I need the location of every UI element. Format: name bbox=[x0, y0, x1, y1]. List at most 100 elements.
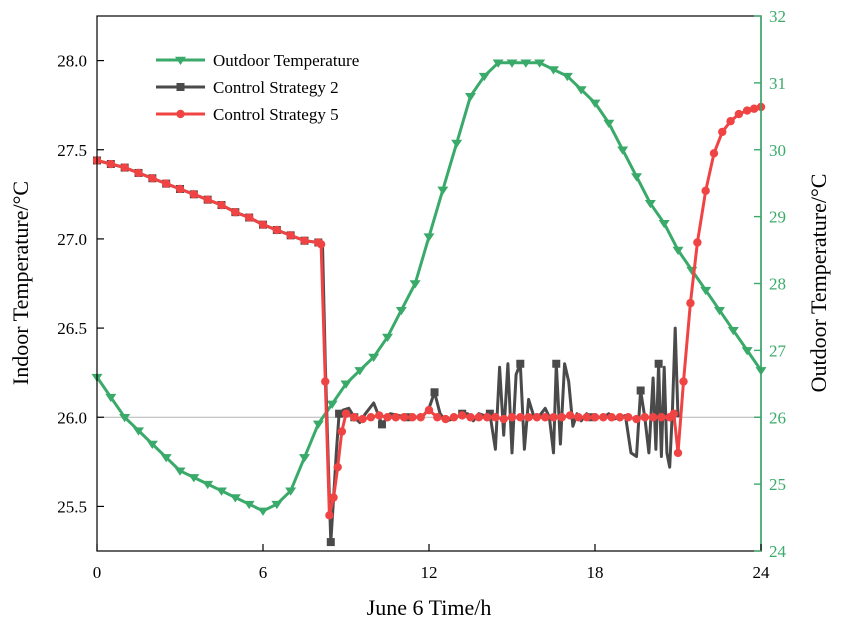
data-point bbox=[727, 327, 739, 336]
data-point bbox=[335, 409, 344, 418]
data-point bbox=[395, 306, 407, 316]
data-point bbox=[726, 117, 735, 126]
data-point bbox=[399, 413, 409, 422]
data-point bbox=[648, 413, 658, 422]
data-point bbox=[718, 127, 727, 137]
data-point bbox=[644, 199, 656, 209]
data-point bbox=[175, 184, 185, 194]
data-point bbox=[203, 195, 212, 204]
data-point bbox=[603, 119, 615, 128]
right-y-tick-label: 26 bbox=[769, 408, 786, 427]
legend-label: Outdoor Temperature bbox=[213, 51, 359, 70]
data-point bbox=[300, 236, 309, 245]
data-point bbox=[524, 413, 533, 422]
left-y-tick-label: 27.5 bbox=[57, 141, 87, 160]
data-point bbox=[561, 72, 573, 82]
left-y-tick-label: 27.0 bbox=[57, 230, 87, 249]
right-y-tick-label: 28 bbox=[769, 275, 786, 294]
legend-swatch-marker bbox=[176, 109, 185, 119]
data-point bbox=[589, 99, 601, 108]
data-point bbox=[640, 413, 649, 422]
data-point bbox=[188, 474, 200, 483]
data-point bbox=[120, 163, 129, 172]
legend-swatch-marker bbox=[175, 56, 186, 65]
data-point bbox=[672, 246, 684, 256]
data-point bbox=[383, 413, 392, 422]
data-point bbox=[491, 413, 500, 422]
data-point bbox=[217, 200, 226, 210]
data-point bbox=[632, 414, 641, 424]
x-tick-label: 18 bbox=[587, 563, 604, 582]
data-point bbox=[231, 207, 240, 217]
data-point bbox=[134, 168, 143, 178]
data-point bbox=[624, 413, 633, 422]
series-outdoor-temperature bbox=[91, 59, 767, 516]
data-point bbox=[552, 359, 561, 368]
data-point bbox=[485, 409, 494, 418]
left-y-tick-label: 26.5 bbox=[57, 319, 87, 338]
data-point bbox=[499, 414, 508, 424]
data-point bbox=[673, 448, 683, 458]
data-point bbox=[506, 59, 518, 68]
data-point bbox=[146, 440, 158, 449]
data-point bbox=[161, 179, 171, 188]
right-y-tick-label: 24 bbox=[769, 542, 787, 561]
legend-label: Control Strategy 2 bbox=[213, 78, 339, 97]
data-point bbox=[734, 109, 744, 119]
data-point bbox=[329, 493, 338, 502]
data-point bbox=[449, 413, 459, 422]
series-layer bbox=[91, 59, 767, 547]
data-point bbox=[341, 409, 351, 418]
data-point bbox=[391, 413, 400, 422]
data-point bbox=[557, 413, 566, 422]
data-point bbox=[174, 467, 186, 476]
data-point bbox=[409, 280, 421, 289]
data-point bbox=[548, 66, 559, 75]
data-point bbox=[424, 405, 434, 415]
data-point bbox=[286, 231, 295, 240]
data-point bbox=[366, 413, 376, 422]
data-point bbox=[160, 454, 172, 463]
data-point bbox=[433, 413, 442, 422]
data-point bbox=[669, 409, 679, 418]
left-y-tick-label: 25.5 bbox=[57, 497, 87, 516]
x-tick-label: 24 bbox=[753, 563, 771, 582]
legend-item-outdoor-temperature: Outdoor Temperature bbox=[156, 51, 359, 70]
data-point bbox=[333, 462, 342, 472]
data-point bbox=[657, 413, 666, 422]
series-control-strategy-2 bbox=[93, 156, 680, 547]
data-point bbox=[516, 413, 525, 422]
data-point bbox=[354, 367, 366, 376]
data-point bbox=[243, 500, 255, 510]
data-point bbox=[202, 480, 214, 490]
legend-swatch-marker bbox=[176, 83, 185, 91]
data-point bbox=[316, 240, 326, 249]
data-point bbox=[679, 377, 688, 386]
axes-layer: 0 6 12 18 24 25.5 26.0 26.5 27.0 27.5 28.0 24 25 26 27… bbox=[57, 7, 786, 582]
right-y-tick-label: 25 bbox=[769, 475, 786, 494]
data-point bbox=[742, 106, 752, 115]
data-point bbox=[430, 388, 439, 397]
data-point bbox=[377, 420, 386, 429]
data-point bbox=[337, 427, 347, 436]
data-point bbox=[451, 139, 463, 149]
data-point bbox=[549, 413, 558, 422]
data-point bbox=[658, 220, 670, 229]
x-tick-label: 0 bbox=[93, 563, 102, 582]
data-point bbox=[520, 59, 532, 68]
data-point bbox=[599, 413, 608, 422]
right-y-tick-label: 31 bbox=[769, 74, 786, 93]
data-point bbox=[741, 347, 753, 356]
legend: Outdoor Temperature Control Strategy 2 Con… bbox=[156, 51, 359, 124]
data-point bbox=[272, 225, 282, 235]
data-point bbox=[350, 413, 359, 422]
data-point bbox=[590, 413, 600, 422]
data-point bbox=[257, 507, 269, 516]
data-point bbox=[474, 413, 483, 422]
data-point bbox=[541, 413, 550, 422]
data-point bbox=[105, 393, 117, 403]
data-point bbox=[575, 86, 587, 95]
series-control-strategy-5 bbox=[92, 102, 766, 520]
data-point bbox=[615, 413, 625, 422]
